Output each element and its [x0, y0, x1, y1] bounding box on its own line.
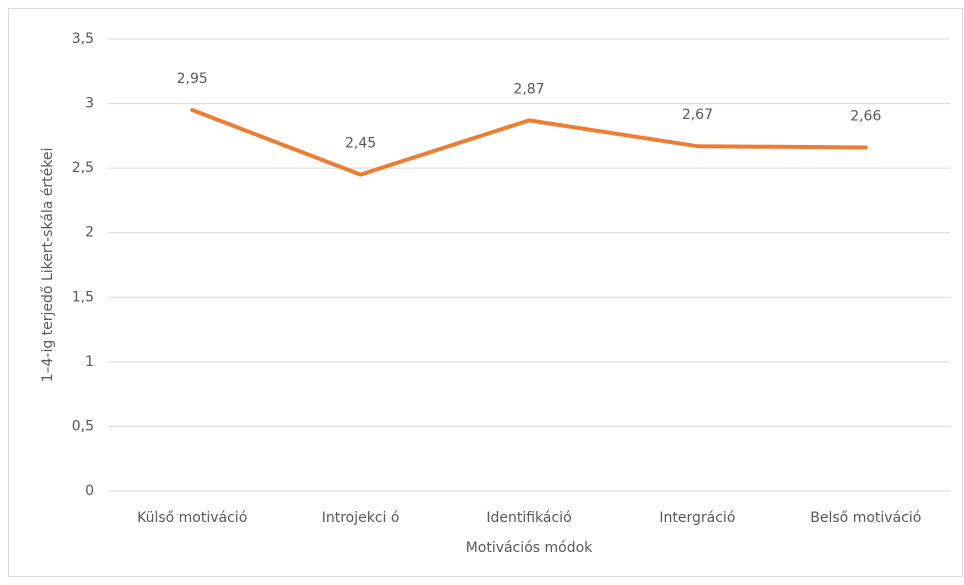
y-tick-label: 0: [85, 483, 94, 499]
y-tick-label: 2: [85, 225, 94, 241]
x-tick-label: Intergráció: [659, 510, 735, 526]
x-tick-label: Identifikáció: [486, 510, 571, 526]
y-tick-label: 0,5: [72, 418, 94, 434]
data-label: 2,87: [513, 81, 544, 97]
x-tick-label: Belső motiváció: [810, 510, 921, 526]
y-tick-label: 1,5: [72, 289, 94, 305]
x-tick-label: Introjekci ó: [322, 510, 400, 526]
x-tick-label: Külső motiváció: [137, 510, 247, 526]
data-label: 2,95: [177, 71, 208, 87]
line: [190, 108, 868, 177]
x-axis-title: Motivációs módok: [466, 540, 593, 556]
y-tick-label: 1: [85, 354, 94, 370]
y-tick-label: 3: [85, 96, 94, 112]
y-tick-label: 2,5: [72, 160, 94, 176]
data-label: 2,66: [850, 108, 881, 124]
data-label: 2,67: [682, 107, 713, 123]
data-label: 2,45: [345, 136, 376, 152]
y-tick-label: 3,5: [72, 31, 94, 47]
y-axis-title: 1–4-ig terjedő Likert-skála értékei: [40, 148, 56, 383]
